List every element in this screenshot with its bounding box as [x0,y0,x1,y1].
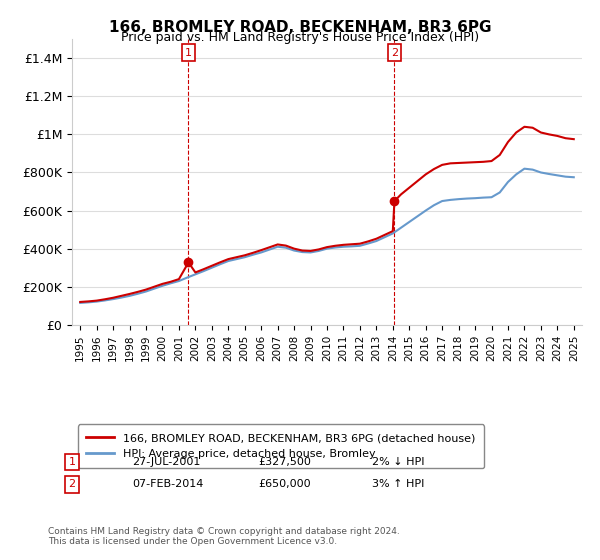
Text: £327,500: £327,500 [258,457,311,467]
Text: 27-JUL-2001: 27-JUL-2001 [132,457,200,467]
Text: 2: 2 [391,48,398,58]
Text: 1: 1 [68,457,76,467]
Text: 3% ↑ HPI: 3% ↑ HPI [372,479,424,489]
Legend: 166, BROMLEY ROAD, BECKENHAM, BR3 6PG (detached house), HPI: Average price, deta: 166, BROMLEY ROAD, BECKENHAM, BR3 6PG (d… [77,424,484,468]
Text: 2: 2 [68,479,76,489]
Text: 07-FEB-2014: 07-FEB-2014 [132,479,203,489]
Text: £650,000: £650,000 [258,479,311,489]
Text: 1: 1 [185,48,192,58]
Text: 166, BROMLEY ROAD, BECKENHAM, BR3 6PG: 166, BROMLEY ROAD, BECKENHAM, BR3 6PG [109,20,491,35]
Text: Price paid vs. HM Land Registry's House Price Index (HPI): Price paid vs. HM Land Registry's House … [121,31,479,44]
Text: 2% ↓ HPI: 2% ↓ HPI [372,457,425,467]
Text: Contains HM Land Registry data © Crown copyright and database right 2024.
This d: Contains HM Land Registry data © Crown c… [48,526,400,546]
